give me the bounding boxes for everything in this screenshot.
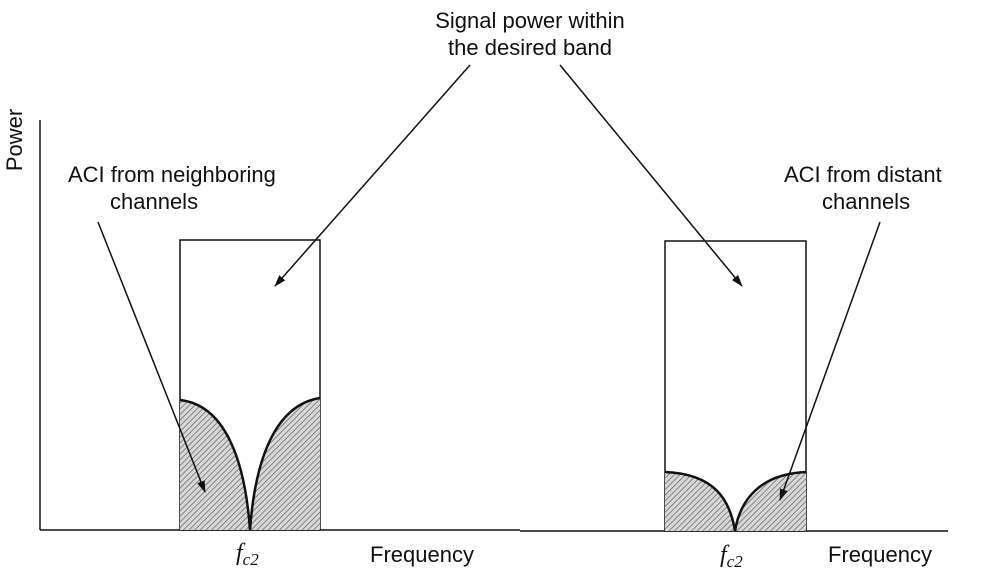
aci-curve — [664, 470, 807, 532]
symbol: f — [236, 540, 246, 566]
subscript: c2 — [243, 550, 260, 569]
title-line: Signal power within — [435, 8, 625, 33]
x-axis-label: Frequency — [828, 542, 932, 567]
annotation-line: channels — [110, 189, 198, 214]
arrow — [559, 64, 743, 287]
center-label: fc2 — [236, 540, 259, 569]
title-line: the desired band — [448, 35, 612, 60]
arrow — [779, 221, 881, 501]
annotation-line: channels — [822, 189, 910, 214]
annotation-line: ACI from neighboring — [68, 162, 276, 187]
left-panel: Power ACI from neighboring channels fc2 … — [2, 109, 520, 569]
right-panel: ACI from distant channels fc2 Frequency — [520, 162, 948, 571]
arrow — [97, 221, 206, 493]
subscript: c2 — [727, 552, 744, 571]
center-label: fc2 — [720, 542, 743, 571]
arrow — [274, 64, 471, 287]
symbol: f — [720, 542, 730, 568]
aci-area — [665, 472, 806, 531]
x-axis-label: Frequency — [370, 542, 474, 567]
y-axis-label: Power — [2, 109, 27, 171]
aci-curve — [179, 396, 321, 531]
annotation-line: ACI from distant — [784, 162, 942, 187]
aci-area — [180, 398, 320, 530]
